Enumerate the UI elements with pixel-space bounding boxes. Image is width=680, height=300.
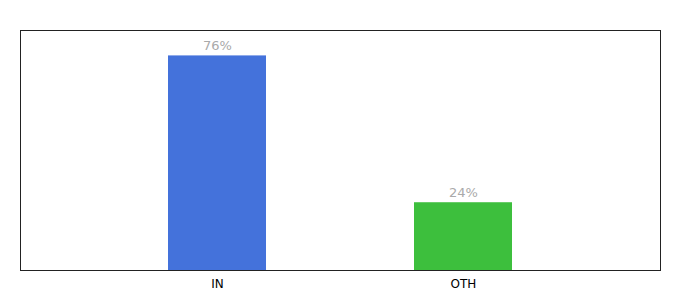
svg-text:IN: IN bbox=[211, 277, 224, 291]
svg-text:OTH: OTH bbox=[451, 277, 477, 291]
svg-text:76%: 76% bbox=[203, 38, 232, 53]
svg-text:24%: 24% bbox=[449, 185, 478, 200]
